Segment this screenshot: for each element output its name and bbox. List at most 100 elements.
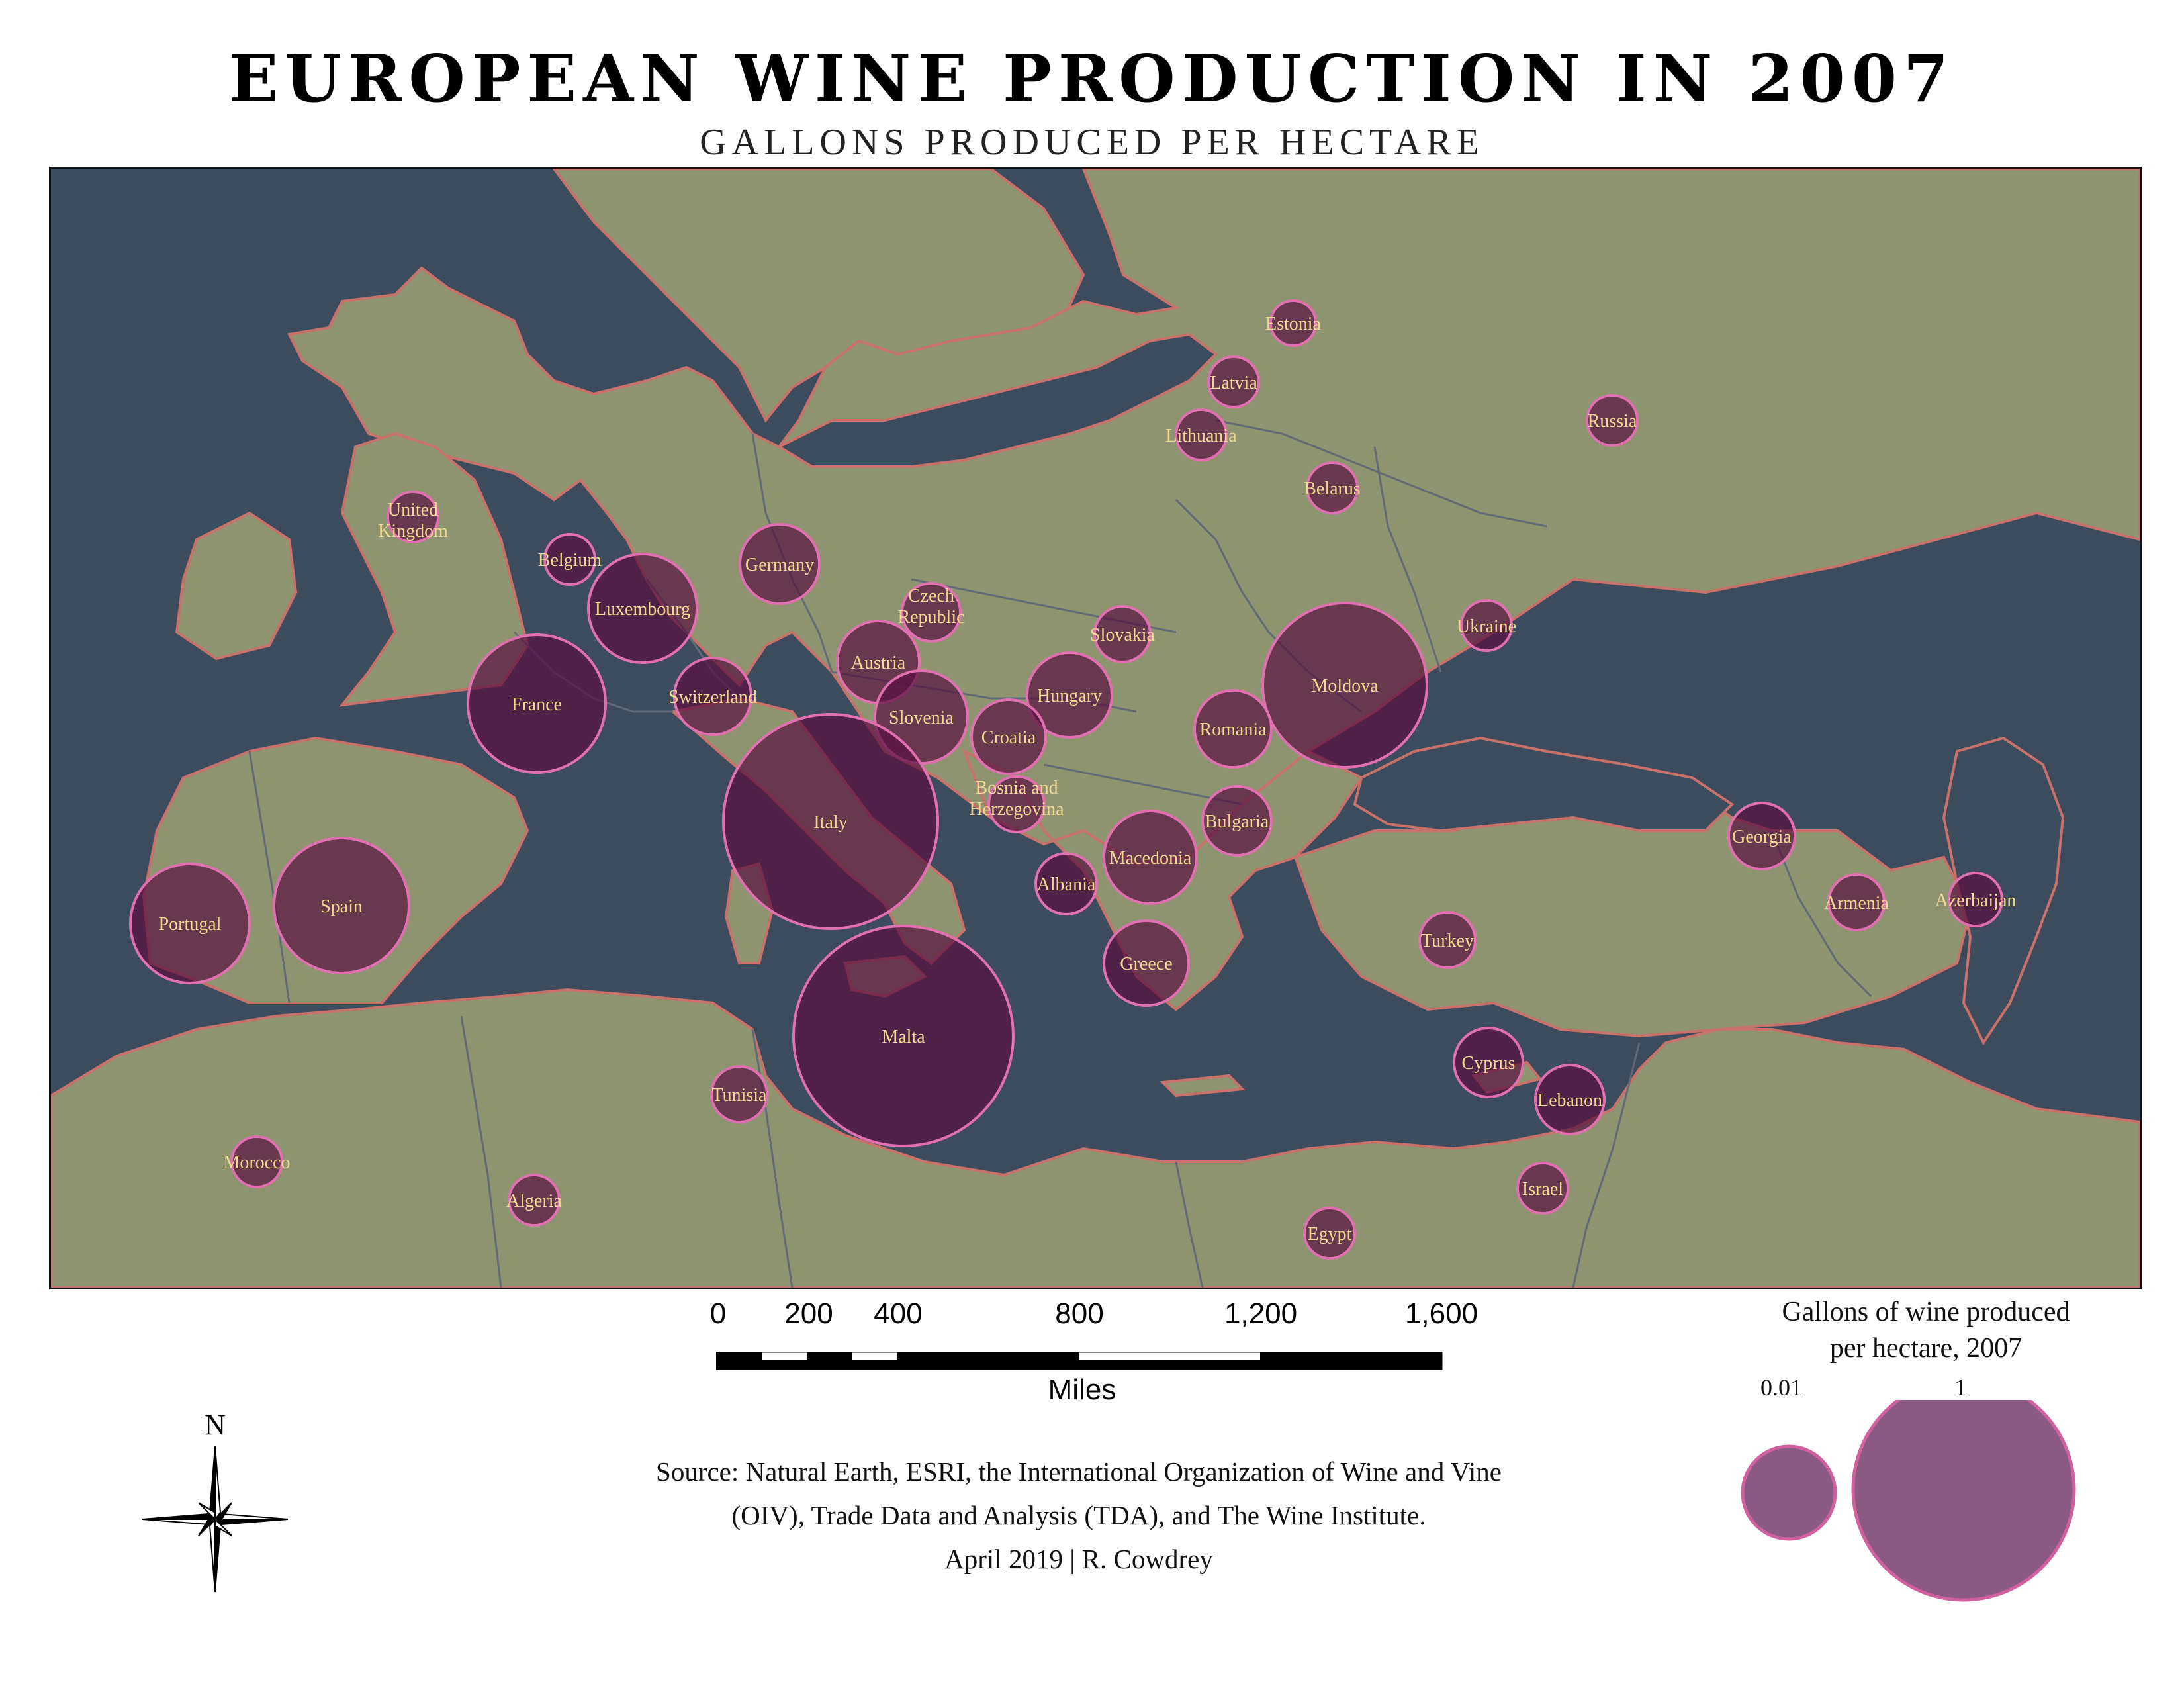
scale-bar: 0 200 400 800 1,200 1,600 xyxy=(702,1297,1478,1390)
label-czech-line-1: Czech xyxy=(908,586,954,606)
label-slovakia: Slovakia xyxy=(1090,625,1156,645)
map-canvas[interactable]: Estonia Latvia Lithuania Russia Belarus … xyxy=(51,169,2140,1288)
bubble-greece[interactable] xyxy=(1103,919,1190,1007)
baltic-sea xyxy=(776,332,1218,468)
map-subtitle: GALLONS PRODUCED PER HECTARE xyxy=(700,122,1484,163)
bubble-moldova[interactable] xyxy=(1261,602,1428,769)
bubble-russia[interactable] xyxy=(1586,394,1639,447)
label-albania: Albania xyxy=(1037,874,1096,895)
source-line-1: Source: Natural Earth, ESRI, the Interna… xyxy=(656,1456,1502,1487)
label-croatia: Croatia xyxy=(981,727,1036,748)
legend-small-circle xyxy=(1741,1444,1837,1541)
bubble-azerbaijan[interactable] xyxy=(1948,872,2003,927)
bubble-bulgaria[interactable] xyxy=(1201,785,1273,857)
scale-tick-0: 0 xyxy=(709,1297,727,1330)
legend-small-value: 0.01 xyxy=(1760,1374,1802,1401)
bubble-albania[interactable] xyxy=(1034,852,1098,915)
label-belgium: Belgium xyxy=(538,550,602,571)
label-belarus: Belarus xyxy=(1304,479,1361,499)
bubble-lithuania[interactable] xyxy=(1175,408,1228,461)
bubble-romania[interactable] xyxy=(1193,689,1273,769)
bubble-hungary[interactable] xyxy=(1026,651,1113,739)
label-slovenia: Slovenia xyxy=(889,708,954,728)
bubble-bosnia[interactable] xyxy=(987,775,1046,833)
label-armenia: Armenia xyxy=(1824,893,1889,914)
bubble-croatia[interactable] xyxy=(970,698,1047,775)
source-line-3: April 2019 | R. Cowdrey xyxy=(944,1544,1213,1574)
map-title: EUROPEAN WINE PRODUCTION IN 2007 xyxy=(228,41,1956,117)
bubble-slovakia[interactable] xyxy=(1093,605,1152,663)
label-macedonia: Macedonia xyxy=(1109,848,1192,868)
bubble-cyprus[interactable] xyxy=(1453,1027,1524,1098)
scale-bar-units: Miles xyxy=(1048,1374,1116,1406)
bubble-malta[interactable] xyxy=(792,925,1015,1147)
bubble-germany[interactable] xyxy=(739,523,821,605)
label-lebanon: Lebanon xyxy=(1537,1090,1602,1111)
legend-title: Gallons of wine produced per hectare, 20… xyxy=(1694,1294,2158,1367)
scale-tick-1600: 1,600 xyxy=(1404,1297,1479,1330)
legend-large-circle xyxy=(1851,1400,2076,1602)
bubble-estonia[interactable] xyxy=(1269,299,1317,347)
legend-title-line-2: per hectare, 2007 xyxy=(1829,1333,2023,1364)
label-uk: United Kingdom xyxy=(378,500,448,541)
bubble-lebanon[interactable] xyxy=(1534,1064,1606,1135)
bubble-belgium[interactable] xyxy=(543,533,596,586)
label-morocco: Morocco xyxy=(223,1152,290,1173)
bubble-portugal[interactable] xyxy=(129,863,251,984)
landmass-north-africa xyxy=(51,988,2140,1288)
scale-tick-200: 200 xyxy=(784,1297,833,1330)
legend: Gallons of wine produced per hectare, 20… xyxy=(1694,1294,2158,1652)
bubble-armenia[interactable] xyxy=(1827,873,1886,931)
legend-large-value: 1 xyxy=(1954,1374,1966,1401)
map-frame[interactable]: Estonia Latvia Lithuania Russia Belarus … xyxy=(49,167,2142,1289)
label-azerbaijan: Azerbaijan xyxy=(1935,890,2017,911)
label-ukraine: Ukraine xyxy=(1457,616,1516,637)
bubble-ukraine[interactable] xyxy=(1460,599,1513,652)
label-portugal: Portugal xyxy=(159,914,222,935)
scale-tick-400: 400 xyxy=(874,1297,923,1330)
bubble-turkey[interactable] xyxy=(1418,911,1477,969)
wine-bubbles xyxy=(129,299,2003,1260)
label-hungary: Hungary xyxy=(1037,686,1102,706)
bubble-morocco[interactable] xyxy=(230,1135,283,1188)
legend-circles xyxy=(1741,1400,2076,1602)
label-spain: Spain xyxy=(320,896,363,917)
bubble-belarus[interactable] xyxy=(1306,461,1359,514)
bubble-latvia[interactable] xyxy=(1207,355,1260,408)
bubble-uk[interactable] xyxy=(387,491,439,543)
bubble-algeria[interactable] xyxy=(508,1174,561,1227)
label-israel: Israel xyxy=(1522,1179,1563,1199)
bubble-switzerland[interactable] xyxy=(673,657,752,736)
scale-tick-1200: 1,200 xyxy=(1224,1297,1298,1330)
landmass-ireland xyxy=(175,511,298,661)
label-tunisia: Tunisia xyxy=(711,1085,767,1105)
bubble-italy[interactable] xyxy=(722,713,939,930)
source-line-2: (OIV), Trade Data and Analysis (TDA), an… xyxy=(731,1500,1426,1530)
label-latvia: Latvia xyxy=(1210,373,1257,393)
label-bulgaria: Bulgaria xyxy=(1205,812,1269,832)
north-label: N xyxy=(205,1409,226,1441)
scale-tick-800: 800 xyxy=(1055,1297,1104,1330)
bubble-macedonia[interactable] xyxy=(1103,810,1198,905)
label-austria: Austria xyxy=(851,653,906,673)
landmass-crete xyxy=(1160,1074,1246,1098)
legend-title-line-1: Gallons of wine produced xyxy=(1782,1297,2070,1327)
bubble-egypt[interactable] xyxy=(1303,1207,1356,1260)
label-lithuania: Lithuania xyxy=(1165,426,1237,446)
black-sea xyxy=(1353,736,1735,833)
bubble-spain[interactable] xyxy=(273,837,410,974)
bubble-israel[interactable] xyxy=(1516,1162,1569,1215)
label-switzerland: Switzerland xyxy=(668,687,757,708)
bubble-luxembourg[interactable] xyxy=(587,553,698,664)
label-egypt: Egypt xyxy=(1308,1224,1352,1244)
label-turkey: Turkey xyxy=(1421,931,1474,951)
bubble-czech[interactable] xyxy=(901,582,962,643)
north-arrow-icon: N xyxy=(142,1409,289,1592)
bubble-tunisia[interactable] xyxy=(710,1065,768,1123)
bubble-france[interactable] xyxy=(467,633,607,774)
label-estonia: Estonia xyxy=(1265,314,1322,334)
label-georgia: Georgia xyxy=(1732,827,1792,847)
bubble-georgia[interactable] xyxy=(1727,802,1796,870)
scale-bar-graphic xyxy=(716,1352,1443,1370)
label-bosnia-line-2: Herzegovina xyxy=(969,799,1064,820)
